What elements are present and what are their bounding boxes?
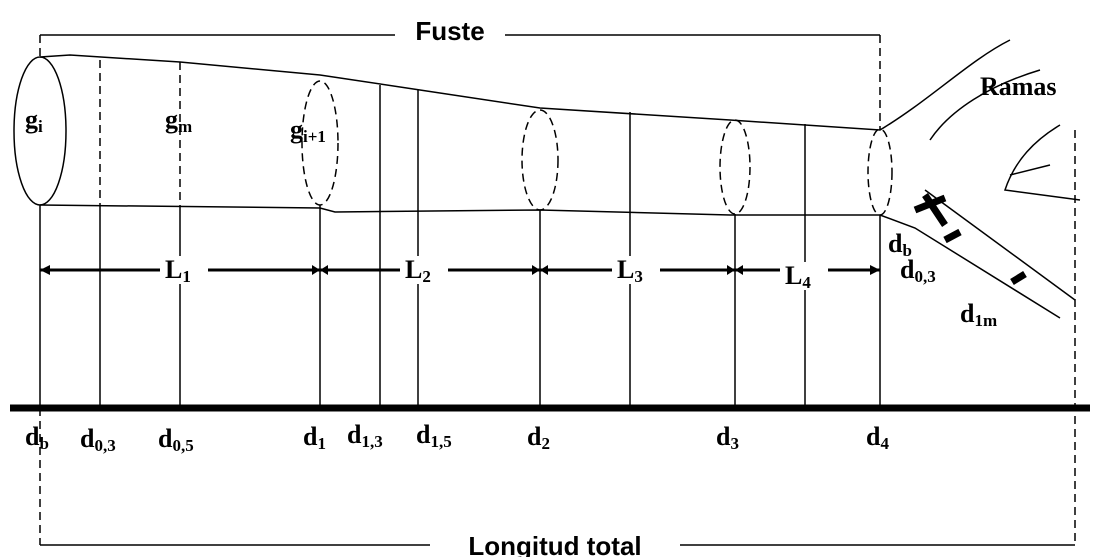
diameters-label: d2 — [527, 422, 550, 453]
label-main: d — [347, 420, 362, 449]
label-sub: i — [38, 117, 43, 136]
label-sub: 1 — [317, 434, 326, 453]
label-main: d — [866, 422, 881, 451]
label-main: L — [785, 261, 802, 290]
label-sub: 1,5 — [430, 432, 451, 451]
label-sub: 0,5 — [172, 436, 193, 455]
label-main: g — [165, 105, 178, 134]
label-main: d — [527, 422, 542, 451]
label-main: d — [303, 422, 318, 451]
diameters-label: d0,5 — [158, 424, 194, 455]
branches-label: Ramas — [980, 72, 1057, 101]
label-sub: 2 — [541, 434, 550, 453]
diameters-label: d1,5 — [416, 420, 452, 451]
label-sub: 1 — [182, 267, 191, 286]
segments-label: L1 — [165, 255, 191, 286]
label-sub: 1m — [974, 311, 997, 330]
label-main: d — [25, 422, 40, 451]
label-main: d — [80, 424, 95, 453]
label-sub: 1,3 — [361, 432, 382, 451]
label-main: g — [290, 115, 303, 144]
label-main: d — [960, 299, 975, 328]
branch_diameters-label: db — [888, 229, 912, 260]
diameters-label: db — [25, 422, 49, 453]
label-sub: i+1 — [303, 127, 326, 146]
branch_diameters-label: d0,3 — [900, 255, 936, 286]
label-main: d — [900, 255, 915, 284]
segments-label: L4 — [785, 261, 811, 292]
segments-label: L2 — [405, 255, 431, 286]
diameters-label: d1,3 — [347, 420, 383, 451]
diameters-label: d1 — [303, 422, 326, 453]
label-sub: 3 — [730, 434, 739, 453]
outline — [13, 39, 1081, 319]
diameters-label: d0,3 — [80, 424, 116, 455]
label-sub: 4 — [880, 434, 889, 453]
label-main: L — [617, 255, 634, 284]
label-sub: 2 — [422, 267, 431, 286]
segments-label: L3 — [617, 255, 643, 286]
label-main: L — [405, 255, 422, 284]
label-sub: b — [39, 434, 48, 453]
label-sub: 0,3 — [94, 436, 115, 455]
label-main: d — [716, 422, 731, 451]
label-main: L — [165, 255, 182, 284]
label-main: d — [158, 424, 173, 453]
sections-label: gi+1 — [290, 115, 326, 146]
label-main: d — [416, 420, 431, 449]
label-sub: 4 — [802, 273, 811, 292]
sections-label: gi — [25, 105, 43, 136]
label-sub: b — [902, 241, 911, 260]
label-main: g — [25, 105, 38, 134]
label-sub: 3 — [634, 267, 643, 286]
diameters-label: d3 — [716, 422, 739, 453]
label-main: d — [888, 229, 903, 258]
label-sub: m — [178, 117, 192, 136]
branch_diameters-label: d1m — [960, 299, 997, 330]
label-sub: 0,3 — [914, 267, 935, 286]
diameters-label: d4 — [866, 422, 889, 453]
total-label: Longitud total — [468, 531, 641, 557]
title: Fuste — [415, 16, 484, 46]
sections-label: gm — [165, 105, 192, 136]
